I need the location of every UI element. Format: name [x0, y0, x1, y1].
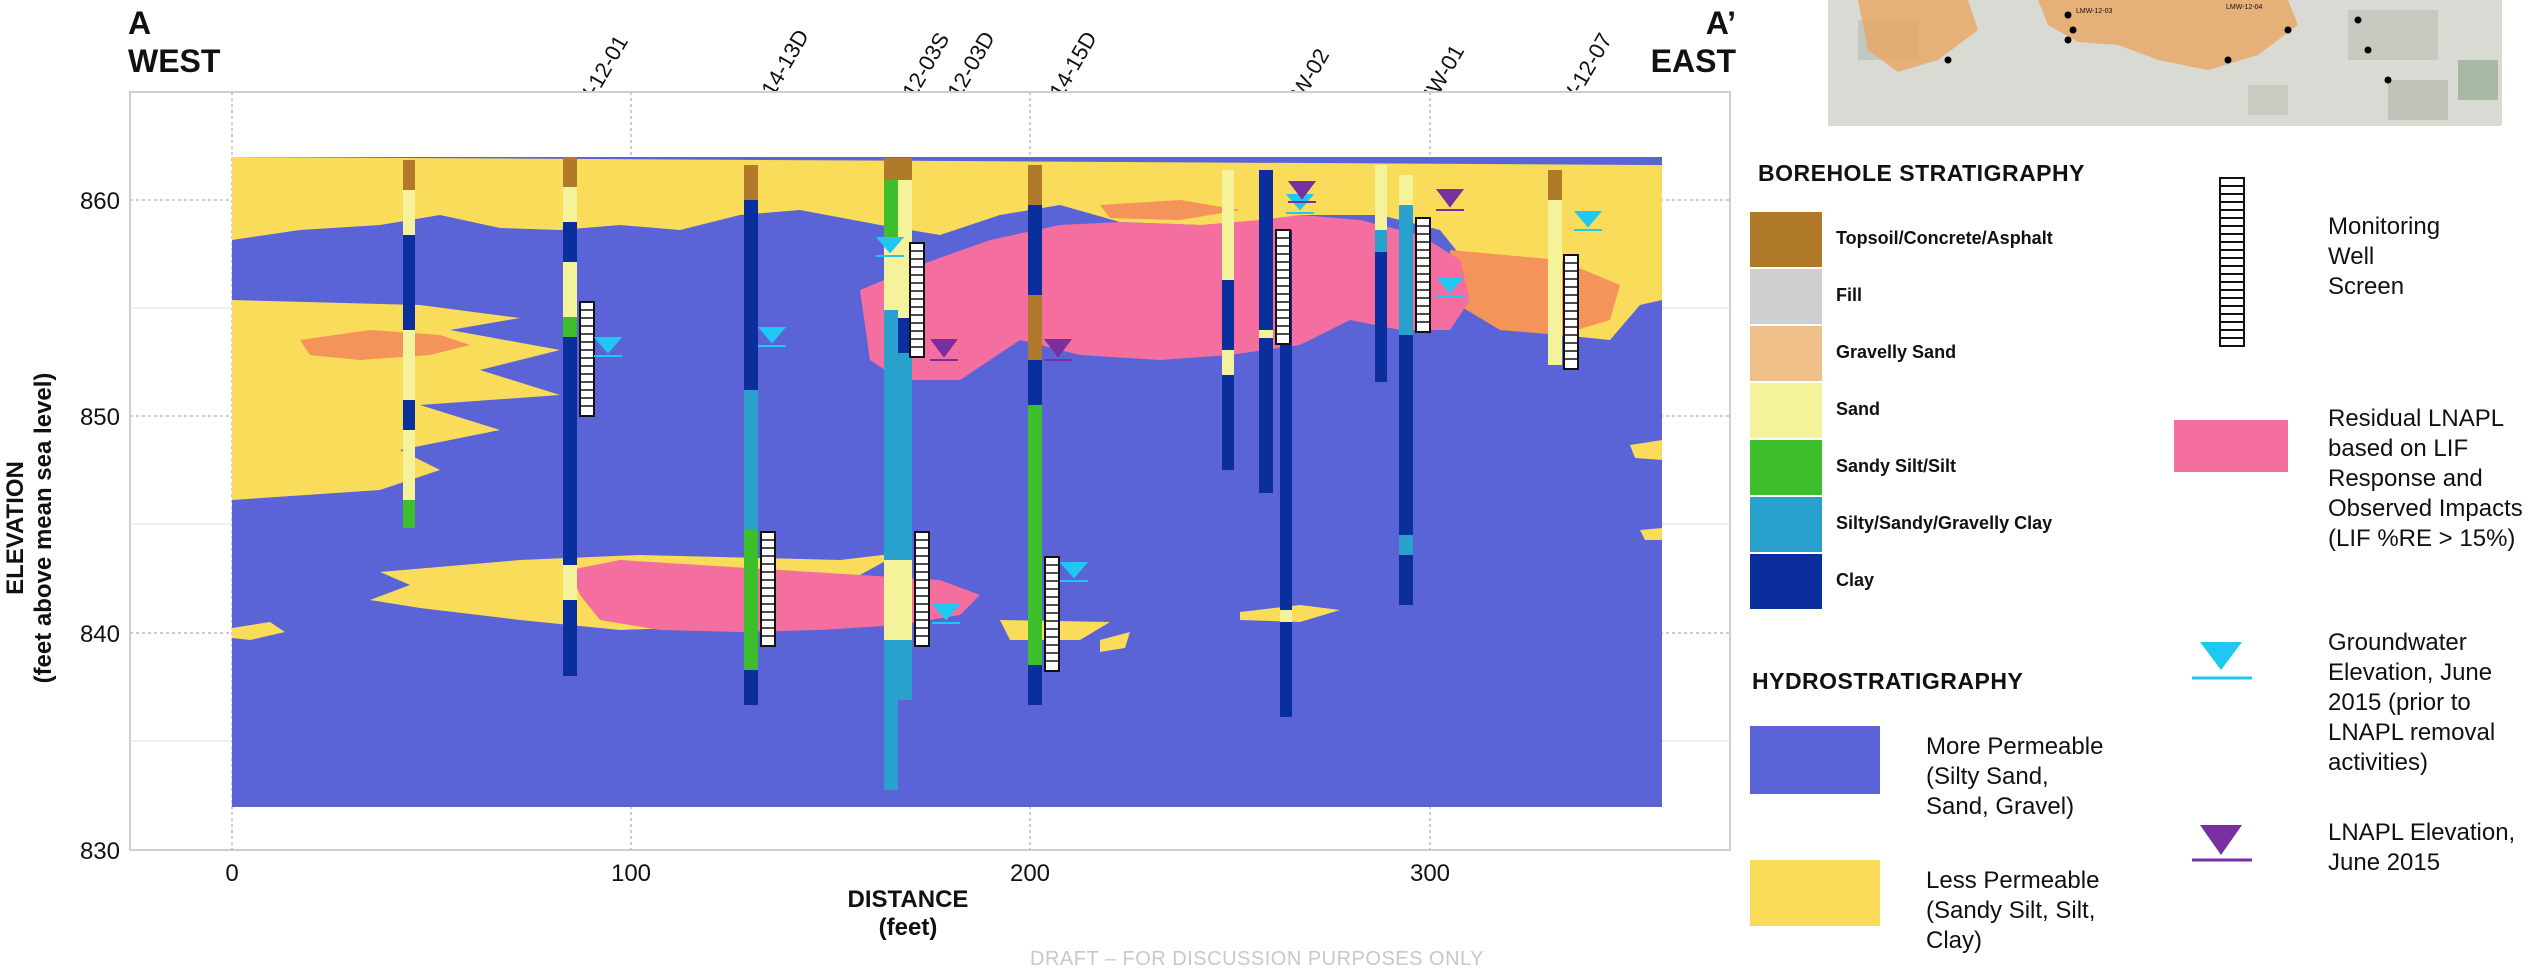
borehole-pmw-01-deep — [1399, 175, 1413, 605]
well-screen-line1: Monitoring — [2328, 213, 2441, 240]
x-axis-title-line1: DISTANCE — [847, 886, 969, 913]
legend-label-fill: Fill — [1836, 285, 1862, 305]
y-tick-860: 860 — [79, 188, 120, 215]
legend-lnapl-swatch — [2174, 420, 2288, 472]
draft-watermark: DRAFT – FOR DISCUSSION PURPOSES ONLY — [1030, 948, 1485, 970]
more-permeable-line1: More Permeable — [1926, 733, 2104, 760]
legend-lnapl-elevation-icon — [2192, 825, 2252, 862]
legend-label-well-screen: Monitoring Well Screen — [2328, 212, 2440, 302]
legend-groundwater-icon — [2192, 642, 2252, 680]
less-permeable-line2: (Sandy Silt, Silt, — [1926, 897, 2096, 924]
groundwater-line3: 2015 (prior to — [2328, 689, 2471, 716]
legend-swatch-more-permeable — [1750, 726, 1880, 794]
legend-swatch-clay — [1750, 554, 1822, 609]
borehole-west — [403, 160, 415, 528]
y-axis-title-line1: ELEVATION — [2, 461, 29, 595]
more-permeable-line2: (Silty Sand, — [1926, 763, 2049, 790]
y-tick-840: 840 — [79, 621, 120, 648]
inset-map-label-2: LMW-12-04 — [2226, 4, 2263, 11]
less-permeable-line1: Less Permeable — [1926, 867, 2100, 894]
borehole-lmw-12-03d — [898, 158, 912, 700]
hydro-legend-title: HYDROSTRATIGRAPHY — [1752, 668, 2024, 694]
legend-label-residual-lnapl: Residual LNAPL based on LIF Response and… — [2328, 404, 2523, 554]
legend-label-lnapl-elevation: LNAPL Elevation, June 2015 — [2328, 818, 2515, 878]
borehole-lmw-12-03s — [884, 158, 898, 790]
y-tick-830: 830 — [79, 838, 120, 865]
lnapl-elevation-markers — [930, 181, 1464, 361]
groundwater-line5: activities) — [2328, 749, 2429, 776]
y-tick-850: 850 — [79, 404, 120, 431]
well-screen-line2: Well — [2328, 243, 2375, 270]
x-axis-title-line2: (feet) — [878, 914, 938, 941]
less-permeable-line3: Clay) — [1926, 927, 1983, 954]
lnapl-elevation-line2: June 2015 — [2328, 849, 2441, 876]
section-start-direction: WEST — [128, 43, 221, 79]
groundwater-markers — [593, 194, 1603, 624]
inset-map-graphic — [1828, 0, 2502, 126]
y-axis-title-line2: (feet above mean sea level) — [30, 372, 57, 684]
section-end-label: A’ EAST — [1640, 4, 1736, 80]
borehole-lmw-14-13d — [744, 165, 758, 705]
legend-label-gravelly-sand: Gravelly Sand — [1836, 342, 1957, 362]
borehole-legend-title: BOREHOLE STRATIGRAPHY — [1758, 160, 2085, 186]
borehole-lmw-12-01 — [563, 157, 577, 676]
section-start-label: A WEST — [128, 4, 220, 80]
legend-label-silty-clay: Silty/Sandy/Gravelly Clay — [1836, 513, 2053, 533]
well-screens — [579, 217, 1579, 672]
lnapl-elevation-line1: LNAPL Elevation, — [2328, 819, 2516, 846]
legend-label-less-permeable: Less Permeable (Sandy Silt, Silt, Clay) — [1926, 866, 2099, 956]
section-start-letter: A — [128, 5, 152, 41]
groundwater-line2: Elevation, June — [2328, 659, 2493, 686]
legend-swatch-less-permeable — [1750, 860, 1880, 926]
section-end-direction: EAST — [1650, 43, 1736, 79]
lnapl-line5: (LIF %RE > 15%) — [2328, 525, 2516, 552]
x-tick-100: 100 — [610, 860, 652, 887]
legend-well-screen-icon — [2219, 177, 2245, 347]
legend-label-clay: Clay — [1836, 570, 1875, 590]
lnapl-line1: Residual LNAPL — [2328, 405, 2505, 432]
borehole-lmw-14-15d — [1028, 165, 1042, 705]
cross-section-plot — [129, 91, 1731, 851]
x-tick-300: 300 — [1409, 860, 1451, 887]
lnapl-line2: based on LIF — [2328, 435, 2469, 462]
legend-swatch-topsoil — [1750, 212, 1822, 267]
x-tick-200: 200 — [1009, 860, 1051, 887]
x-tick-0: 0 — [225, 860, 239, 887]
symbol-legend-graphics — [2174, 177, 2288, 862]
lnapl-line3: Response and — [2328, 465, 2483, 492]
legend-swatch-sandy-silt — [1750, 440, 1822, 495]
borehole-lmw-12-07 — [1548, 170, 1562, 365]
borehole-pmw-01 — [1375, 165, 1387, 382]
legend-label-groundwater: Groundwater Elevation, June 2015 (prior … — [2328, 628, 2495, 778]
inset-map: LMW-12-03 LMW-12-04 — [1828, 0, 2502, 126]
groundwater-line4: LNAPL removal — [2328, 719, 2496, 746]
y-axis-title: ELEVATION (feet above mean sea level) — [2, 328, 58, 728]
groundwater-line1: Groundwater — [2328, 629, 2467, 656]
legend-label-more-permeable: More Permeable (Silty Sand, Sand, Gravel… — [1926, 732, 2103, 822]
well-screen-hatching — [580, 225, 1578, 662]
legend-swatch-sand — [1750, 383, 1822, 438]
more-permeable-line3: Sand, Gravel) — [1926, 793, 2075, 820]
legend-label-sand: Sand — [1836, 399, 1881, 419]
legend-label-topsoil: Topsoil/Concrete/Asphalt — [1836, 228, 2053, 248]
legend-swatch-silty-clay — [1750, 497, 1822, 552]
borehole-central-east — [1222, 170, 1234, 470]
lnapl-line4: Observed Impacts — [2328, 495, 2523, 522]
inset-map-label-1: LMW-12-03 — [2076, 8, 2113, 15]
borehole-pmw-02 — [1259, 170, 1273, 493]
x-axis-title: DISTANCE (feet) — [808, 886, 1008, 942]
legend-swatch-fill — [1750, 269, 1822, 324]
well-screen-line3: Screen — [2328, 273, 2405, 300]
borehole-legend: Topsoil/Concrete/Asphalt Fill Gravelly S… — [1750, 212, 2250, 612]
legend-label-sandy-silt: Sandy Silt/Silt — [1836, 456, 1957, 476]
legend-swatch-gravelly-sand — [1750, 326, 1822, 381]
section-end-letter: A’ — [1705, 5, 1736, 41]
